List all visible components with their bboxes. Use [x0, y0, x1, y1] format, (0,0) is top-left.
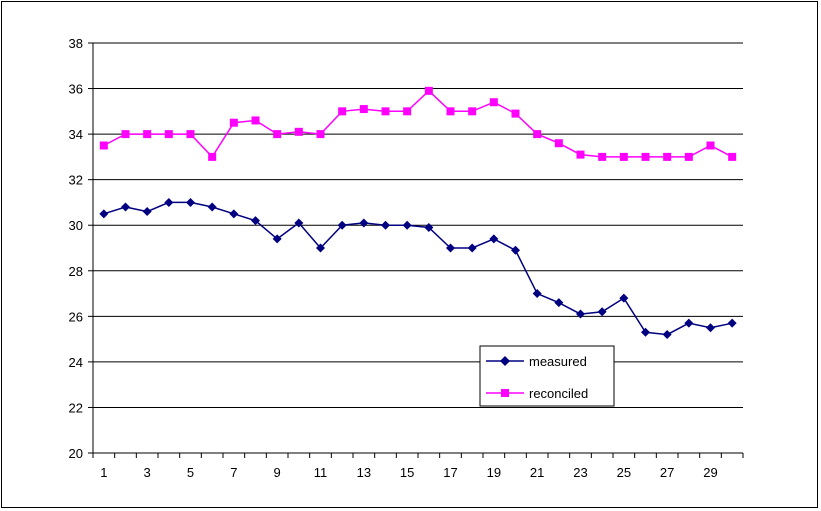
y-tick-label: 30 [69, 218, 83, 233]
data-point-reconciled [381, 107, 390, 116]
data-point-reconciled [533, 130, 542, 139]
data-point-measured [359, 218, 369, 228]
y-tick-label: 34 [69, 127, 83, 142]
data-point-measured [554, 298, 564, 308]
data-point-reconciled [143, 130, 152, 139]
data-point-measured [402, 220, 412, 230]
data-point-reconciled [121, 130, 130, 139]
data-point-measured [641, 327, 650, 337]
y-tick-label: 24 [69, 355, 83, 370]
data-point-measured [489, 234, 499, 244]
x-tick-label: 9 [274, 465, 281, 480]
data-point-measured [207, 202, 217, 212]
legend-label-reconciled: reconciled [529, 386, 588, 401]
data-point-measured [532, 289, 542, 299]
y-tick-label: 28 [69, 264, 83, 279]
y-tick-label: 38 [69, 36, 83, 51]
data-point-measured [511, 245, 520, 255]
x-tick-label: 1 [100, 465, 107, 480]
x-tick-label: 7 [230, 465, 237, 480]
data-point-measured [142, 207, 152, 217]
series-line-reconciled [103, 89, 733, 159]
x-tick-label: 11 [314, 465, 328, 480]
data-point-reconciled [338, 107, 347, 116]
data-point-measured [662, 330, 672, 340]
data-point-measured [99, 209, 109, 219]
series-line-measured [103, 201, 733, 336]
series-layer [99, 86, 737, 340]
data-point-reconciled [359, 105, 368, 114]
legend-marker-measured [500, 356, 510, 366]
legend: measured reconciled [479, 345, 615, 407]
x-tick-label: 5 [187, 465, 194, 480]
data-point-reconciled [468, 107, 477, 116]
data-point-reconciled [294, 127, 303, 136]
data-point-measured [467, 243, 477, 253]
data-point-measured [706, 323, 715, 333]
data-point-measured [619, 293, 629, 303]
data-point-reconciled [316, 130, 325, 139]
data-point-reconciled [598, 152, 607, 161]
data-point-reconciled [208, 152, 217, 161]
data-point-reconciled [728, 152, 737, 161]
y-tick-label: 36 [69, 82, 83, 97]
y-axis-tick-labels: 20 22 24 26 28 30 32 34 36 38 [69, 36, 83, 461]
data-point-measured [446, 243, 455, 253]
data-point-reconciled [186, 130, 195, 139]
data-point-reconciled [706, 141, 715, 150]
x-tick-label: 21 [530, 465, 544, 480]
legend-label-measured: measured [529, 354, 587, 369]
data-point-reconciled [641, 152, 650, 161]
x-tick-label: 17 [443, 465, 457, 480]
data-point-reconciled [684, 152, 693, 161]
data-point-measured [727, 318, 737, 328]
x-axis-tick-labels: 1 3 5 7 9 11 13 15 17 19 21 23 25 27 29 [100, 465, 718, 480]
data-point-reconciled [229, 118, 238, 127]
data-point-measured [684, 318, 694, 328]
data-point-measured [164, 197, 174, 207]
data-point-reconciled [164, 130, 173, 139]
data-point-measured [381, 220, 390, 230]
data-point-reconciled [554, 139, 563, 148]
data-point-reconciled [273, 130, 282, 139]
data-point-measured [186, 197, 195, 207]
x-tick-label: 25 [617, 465, 631, 480]
data-point-measured [272, 234, 282, 244]
data-point-reconciled [576, 150, 585, 159]
data-point-measured [576, 309, 585, 319]
y-tick-label: 26 [69, 309, 83, 324]
data-point-reconciled [424, 86, 433, 95]
data-point-reconciled [99, 141, 108, 150]
x-tick-label: 23 [573, 465, 587, 480]
data-point-reconciled [403, 107, 412, 116]
data-point-reconciled [251, 116, 260, 125]
data-point-measured [337, 220, 347, 230]
data-point-measured [294, 218, 304, 228]
data-point-measured [597, 307, 607, 317]
x-tick-label: 27 [660, 465, 674, 480]
data-point-measured [424, 223, 434, 232]
legend-marker-reconciled [501, 389, 509, 397]
gridlines [93, 42, 743, 408]
x-tick-label: 13 [357, 465, 371, 480]
data-point-reconciled [619, 152, 628, 161]
x-tick-label: 29 [703, 465, 717, 480]
y-tick-label: 20 [69, 446, 83, 461]
y-tick-label: 32 [69, 173, 83, 188]
data-point-measured [229, 209, 239, 219]
y-tick-label: 22 [69, 400, 83, 415]
data-point-measured [121, 202, 130, 212]
axes [88, 42, 744, 458]
data-point-reconciled [511, 109, 520, 118]
x-tick-label: 3 [144, 465, 151, 480]
data-point-measured [251, 216, 260, 226]
data-point-measured [316, 243, 325, 253]
x-tick-label: 15 [400, 465, 414, 480]
data-point-reconciled [446, 107, 455, 116]
x-tick-label: 19 [487, 465, 501, 480]
data-point-reconciled [489, 98, 498, 107]
data-point-reconciled [663, 152, 672, 161]
